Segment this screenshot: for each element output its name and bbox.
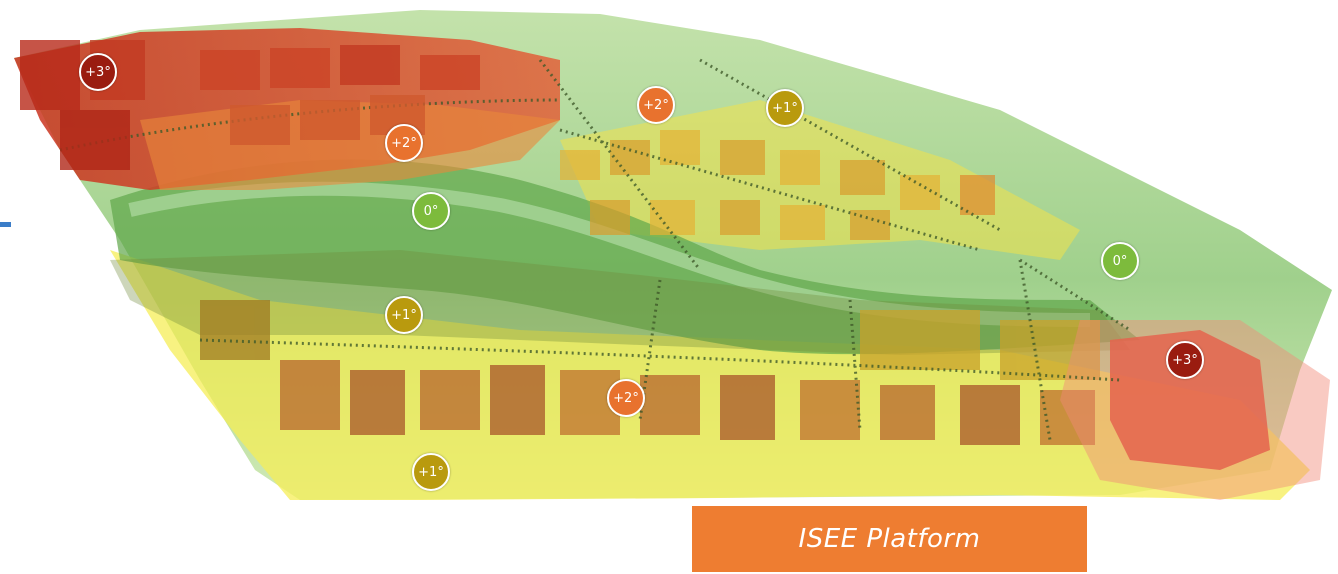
red-heat-zone-southeast bbox=[1110, 330, 1270, 470]
temperature-marker: +2° bbox=[385, 124, 423, 162]
pink-heat-halo-southeast bbox=[1060, 320, 1330, 500]
marker-label: 0° bbox=[423, 203, 439, 219]
temperature-marker: +2° bbox=[637, 86, 675, 124]
marker-label: +3° bbox=[85, 64, 111, 80]
temperature-marker: 0° bbox=[412, 192, 450, 230]
northeast-building-blocks bbox=[560, 130, 995, 240]
northwest-building-blocks bbox=[20, 40, 480, 170]
marker-label: 0° bbox=[1112, 253, 1128, 269]
temperature-marker: +3° bbox=[79, 53, 117, 91]
marker-label: +1° bbox=[772, 100, 798, 116]
platform-label-box: ISEE Platform bbox=[692, 506, 1087, 572]
temperature-marker: +1° bbox=[385, 296, 423, 334]
south-building-blocks bbox=[200, 300, 1100, 445]
temperature-marker: +3° bbox=[1166, 341, 1204, 379]
marker-label: +2° bbox=[643, 97, 669, 113]
marker-label: +2° bbox=[391, 135, 417, 151]
marker-label: +1° bbox=[391, 307, 417, 323]
temperature-marker: +1° bbox=[412, 453, 450, 491]
marker-label: +3° bbox=[1172, 352, 1198, 368]
marker-label: +1° bbox=[418, 464, 444, 480]
temperature-marker: 0° bbox=[1101, 242, 1139, 280]
marker-label: +2° bbox=[613, 390, 639, 406]
temperature-marker: +1° bbox=[766, 89, 804, 127]
platform-label-text: ISEE Platform bbox=[798, 524, 981, 554]
side-accent-line bbox=[0, 222, 11, 227]
temperature-marker: +2° bbox=[607, 379, 645, 417]
